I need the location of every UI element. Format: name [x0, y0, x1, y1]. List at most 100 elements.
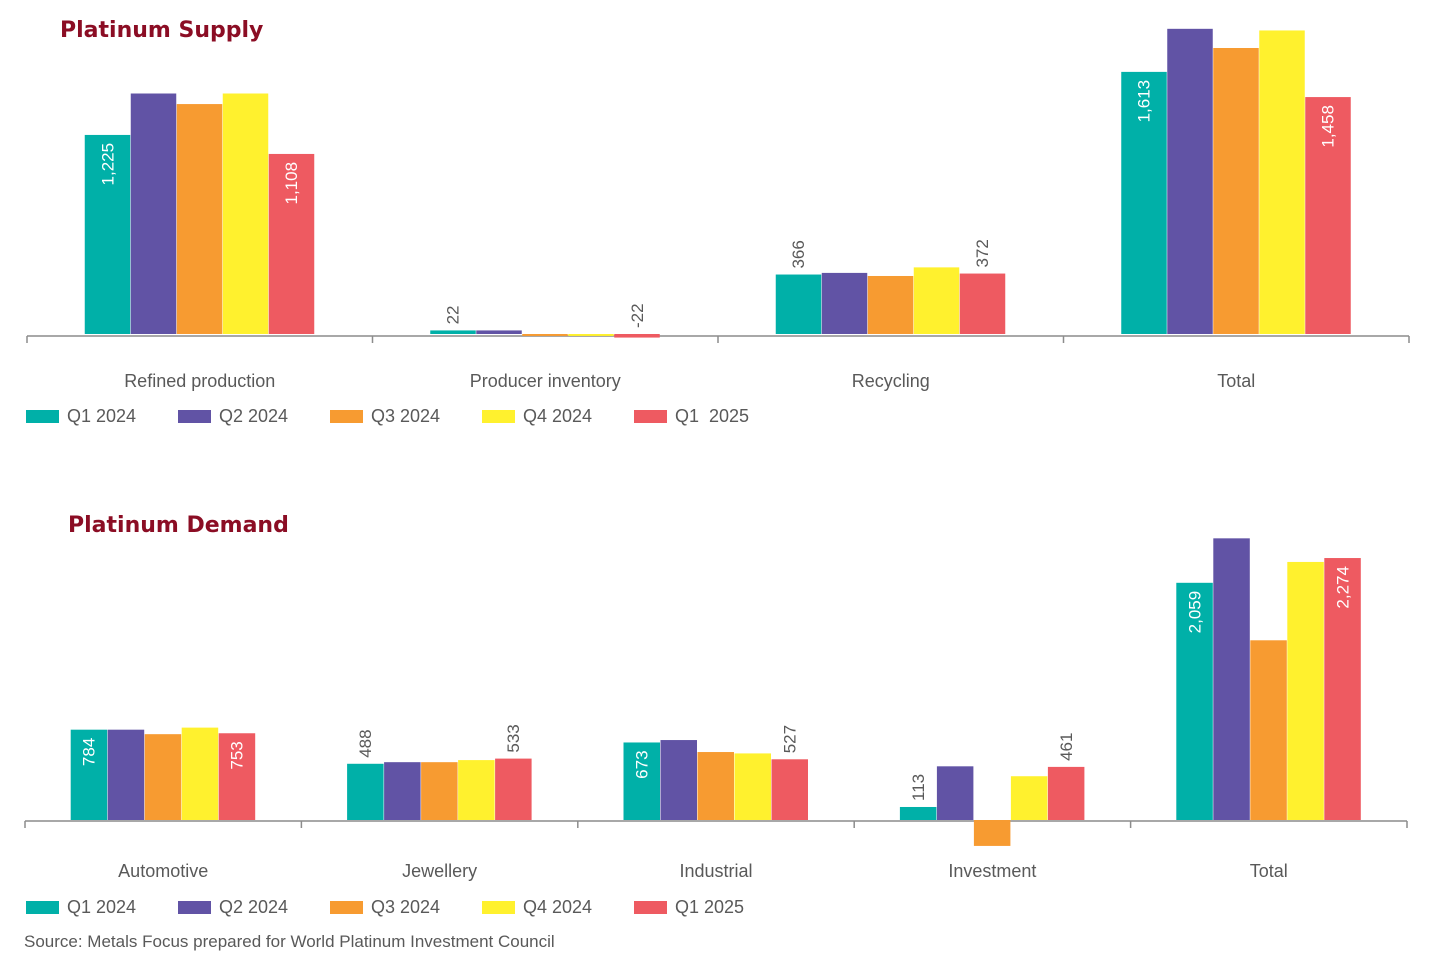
source-note: Source: Metals Focus prepared for World … — [24, 932, 555, 951]
demand-legend-item-q4-2024: Q4 2024 — [482, 897, 634, 918]
demand-bar-q4-2024-automotive — [181, 727, 219, 820]
supply-bar-q3-2024-producer-inventory — [522, 334, 568, 336]
demand-bar-q3-2024-automotive — [144, 734, 182, 820]
demand-category-label-industrial: Industrial — [679, 861, 752, 881]
demand-data-label-q1-2025-jewellery: 533 — [504, 724, 523, 752]
supply-legend-item-q1-2025: Q1 2025 — [634, 406, 786, 427]
demand-bar-q1-2024-investment — [899, 806, 937, 820]
demand-legend-label: Q2 2024 — [219, 897, 289, 917]
demand-data-label-q1-2025-industrial: 527 — [781, 725, 800, 753]
supply-legend-item-q1-2024: Q1 2024 — [26, 406, 178, 427]
supply-bar-q1-2025-refined-production — [268, 153, 315, 334]
supply-data-label-q1-2025-refined-production: 1,108 — [282, 162, 301, 205]
demand-legend-item-q1-2024: Q1 2024 — [26, 897, 178, 918]
demand-bar-q3-2024-industrial — [697, 752, 734, 820]
demand-category-label-total: Total — [1250, 861, 1288, 881]
demand-legend-item-q3-2024: Q3 2024 — [330, 897, 482, 918]
supply-bar-q2-2024-total — [1167, 28, 1213, 334]
supply-category-label-producer-inventory: Producer inventory — [470, 371, 621, 391]
demand-bar-q1-2025-jewellery — [495, 758, 532, 820]
supply-bar-q3-2024-recycling — [867, 275, 914, 334]
supply-bar-q2-2024-producer-inventory — [476, 330, 522, 334]
supply-data-label-q1-2025-recycling: 372 — [973, 239, 992, 267]
demand-data-label-q1-2025-total: 2,274 — [1333, 566, 1352, 609]
demand-bar-q4-2024-total — [1287, 561, 1324, 820]
demand-chart: Automotive Jewellery Industrial Investment T… — [24, 538, 1408, 881]
supply-bar-q4-2024-recycling — [913, 267, 960, 334]
demand-data-label-q1-2025-investment: 461 — [1057, 733, 1076, 761]
demand-legend-swatch — [26, 901, 59, 914]
demand-legend-label: Q1 2024 — [67, 897, 137, 917]
demand-category-label-jewellery: Jewellery — [402, 861, 477, 881]
supply-legend-label: Q1 2024 — [67, 406, 137, 426]
demand-bar-q4-2024-jewellery — [458, 760, 495, 820]
demand-legend-swatch — [178, 901, 211, 914]
supply-bar-q4-2024-producer-inventory — [568, 334, 614, 336]
demand-bar-q1-2024-jewellery — [347, 763, 384, 820]
demand-bar-q2-2024-jewellery — [384, 762, 421, 820]
demand-legend: Q1 2024 Q2 2024 Q3 2024 Q4 2024 Q1 2025 — [26, 897, 786, 918]
supply-data-label-q1-2024-refined-production: 1,225 — [98, 143, 117, 186]
demand-legend-item-q2-2024: Q2 2024 — [178, 897, 330, 918]
demand-data-label-q1-2024-automotive: 784 — [80, 738, 99, 766]
supply-legend-item-q4-2024: Q4 2024 — [482, 406, 634, 427]
supply-legend-swatch — [330, 410, 363, 423]
demand-legend-swatch — [330, 901, 363, 914]
supply-legend-swatch — [178, 410, 211, 423]
supply-bar-q4-2024-refined-production — [222, 93, 269, 334]
supply-category-label-refined-production: Refined production — [124, 371, 275, 391]
demand-bar-q1-2024-automotive — [70, 729, 108, 820]
supply-bar-q4-2024-total — [1259, 30, 1305, 334]
demand-legend-swatch — [482, 901, 515, 914]
demand-bar-q1-2025-industrial — [771, 759, 808, 820]
demand-data-label-q1-2025-automotive: 753 — [228, 741, 247, 769]
demand-bar-q1-2024-industrial — [623, 742, 660, 820]
supply-legend-swatch — [482, 410, 515, 423]
supply-bar-q2-2024-recycling — [821, 272, 868, 334]
demand-legend-label: Q1 2025 — [675, 897, 745, 917]
demand-legend-label: Q4 2024 — [523, 897, 593, 917]
demand-chart-title: Platinum Demand — [68, 513, 289, 538]
supply-bar-q1-2024-refined-production — [84, 134, 131, 334]
supply-legend-item-q2-2024: Q2 2024 — [178, 406, 330, 427]
supply-legend-label: Q4 2024 — [523, 406, 593, 426]
demand-bar-q1-2024-total — [1176, 582, 1213, 820]
supply-legend-label: Q2 2024 — [219, 406, 289, 426]
supply-data-label-q1-2025-total: 1,458 — [1319, 105, 1338, 148]
supply-bar-q1-2024-total — [1121, 71, 1167, 334]
supply-bar-q1-2025-producer-inventory — [614, 334, 660, 338]
supply-legend-label: Q3 2024 — [371, 406, 441, 426]
supply-category-label-recycling: Recycling — [852, 371, 930, 391]
demand-category-label-investment: Investment — [948, 861, 1036, 881]
supply-data-label-q1-2024-producer-inventory: 22 — [444, 306, 463, 325]
demand-data-label-q1-2024-total: 2,059 — [1185, 591, 1204, 634]
supply-bar-q1-2024-recycling — [775, 274, 822, 334]
demand-legend-label: Q3 2024 — [371, 897, 441, 917]
demand-legend-item-q1-2025: Q1 2025 — [634, 897, 786, 918]
demand-bar-q1-2025-investment — [1047, 766, 1085, 820]
demand-bar-q3-2024-investment — [973, 820, 1011, 846]
demand-bar-q3-2024-jewellery — [421, 762, 458, 820]
demand-bar-q3-2024-total — [1250, 640, 1287, 820]
supply-legend: Q1 2024 Q2 2024 Q3 2024 Q4 2024 Q1 2025 — [26, 406, 786, 427]
demand-data-label-q1-2024-jewellery: 488 — [356, 729, 375, 757]
supply-legend-swatch — [26, 410, 59, 423]
supply-chart-title: Platinum Supply — [60, 18, 264, 43]
demand-bar-q2-2024-investment — [936, 766, 974, 820]
supply-category-label-total: Total — [1217, 371, 1255, 391]
demand-bar-q4-2024-investment — [1010, 776, 1048, 820]
supply-data-label-q1-2024-recycling: 366 — [789, 240, 808, 268]
demand-bar-q2-2024-industrial — [660, 740, 697, 820]
supply-bar-q2-2024-refined-production — [130, 93, 177, 334]
demand-bar-q4-2024-industrial — [734, 753, 771, 820]
supply-chart: Refined production Producer inventory Recy… — [26, 28, 1410, 391]
demand-legend-swatch — [634, 901, 667, 914]
demand-data-label-q1-2024-investment: 113 — [909, 774, 928, 801]
demand-bar-q2-2024-total — [1213, 538, 1250, 820]
demand-category-label-automotive: Automotive — [118, 861, 208, 881]
supply-data-label-q1-2024-total: 1,613 — [1135, 80, 1154, 123]
supply-bar-q1-2024-producer-inventory — [430, 330, 476, 334]
supply-data-label-q1-2025-producer-inventory: -22 — [628, 303, 647, 328]
supply-bar-q3-2024-refined-production — [176, 104, 223, 334]
